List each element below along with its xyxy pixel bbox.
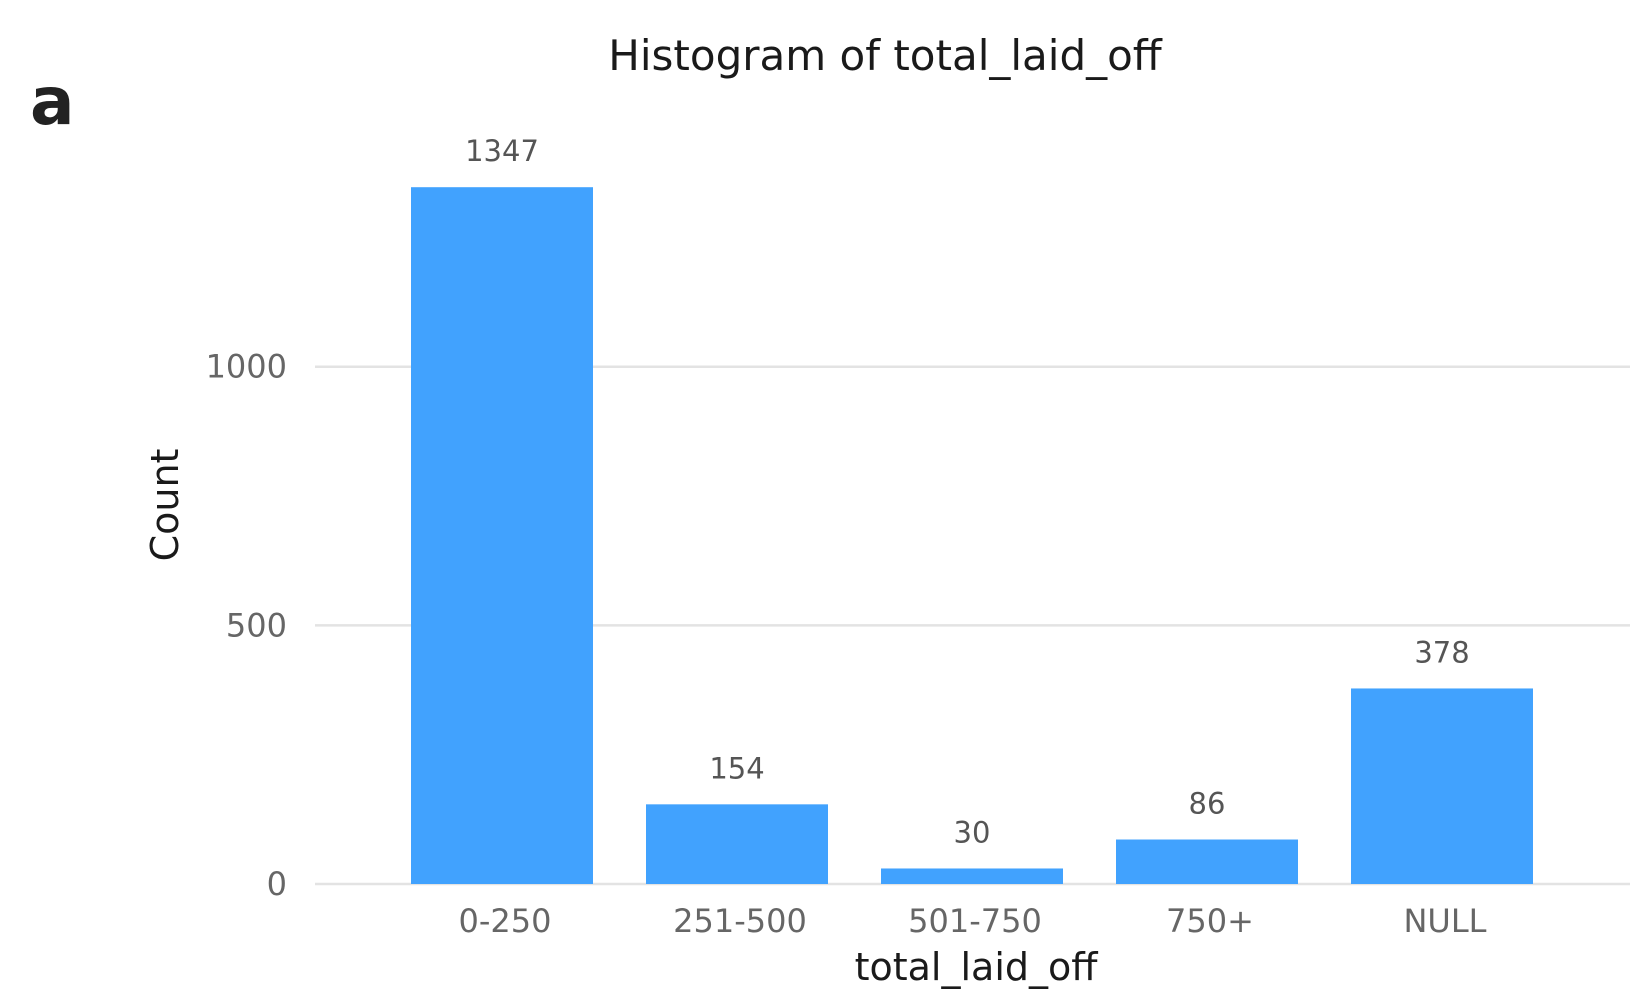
x-tick-label: 0-250 [459, 902, 552, 940]
bar-501-750 [881, 868, 1063, 884]
x-axis-ticks: 0-250 251-500 501-750 750+ NULL [459, 902, 1487, 940]
x-tick-label: NULL [1403, 902, 1486, 940]
data-label: 154 [709, 751, 764, 785]
x-tick-label: 750+ [1166, 902, 1254, 940]
data-labels: 1347 154 30 86 378 [465, 134, 1470, 849]
x-tick-label: 251-500 [673, 902, 807, 940]
y-tick-label: 500 [226, 606, 287, 644]
x-tick-label: 501-750 [908, 902, 1042, 940]
data-label: 1347 [465, 134, 539, 168]
data-label: 30 [954, 815, 991, 849]
bar-251-500 [646, 804, 828, 884]
y-axis-title: Count [143, 449, 187, 562]
bar-0-250 [411, 187, 593, 884]
bars [411, 187, 1533, 884]
panel-letter: a [30, 63, 75, 140]
data-label: 86 [1189, 787, 1226, 821]
y-axis-ticks: 0 500 1000 [206, 348, 287, 903]
data-label: 378 [1414, 635, 1469, 669]
y-tick-label: 1000 [206, 348, 287, 386]
bar-NULL [1351, 688, 1533, 884]
bar-750+ [1116, 839, 1298, 884]
y-tick-label: 0 [267, 865, 287, 903]
chart-title: Histogram of total_laid_off [608, 31, 1163, 80]
x-axis-title: total_laid_off [855, 945, 1099, 989]
